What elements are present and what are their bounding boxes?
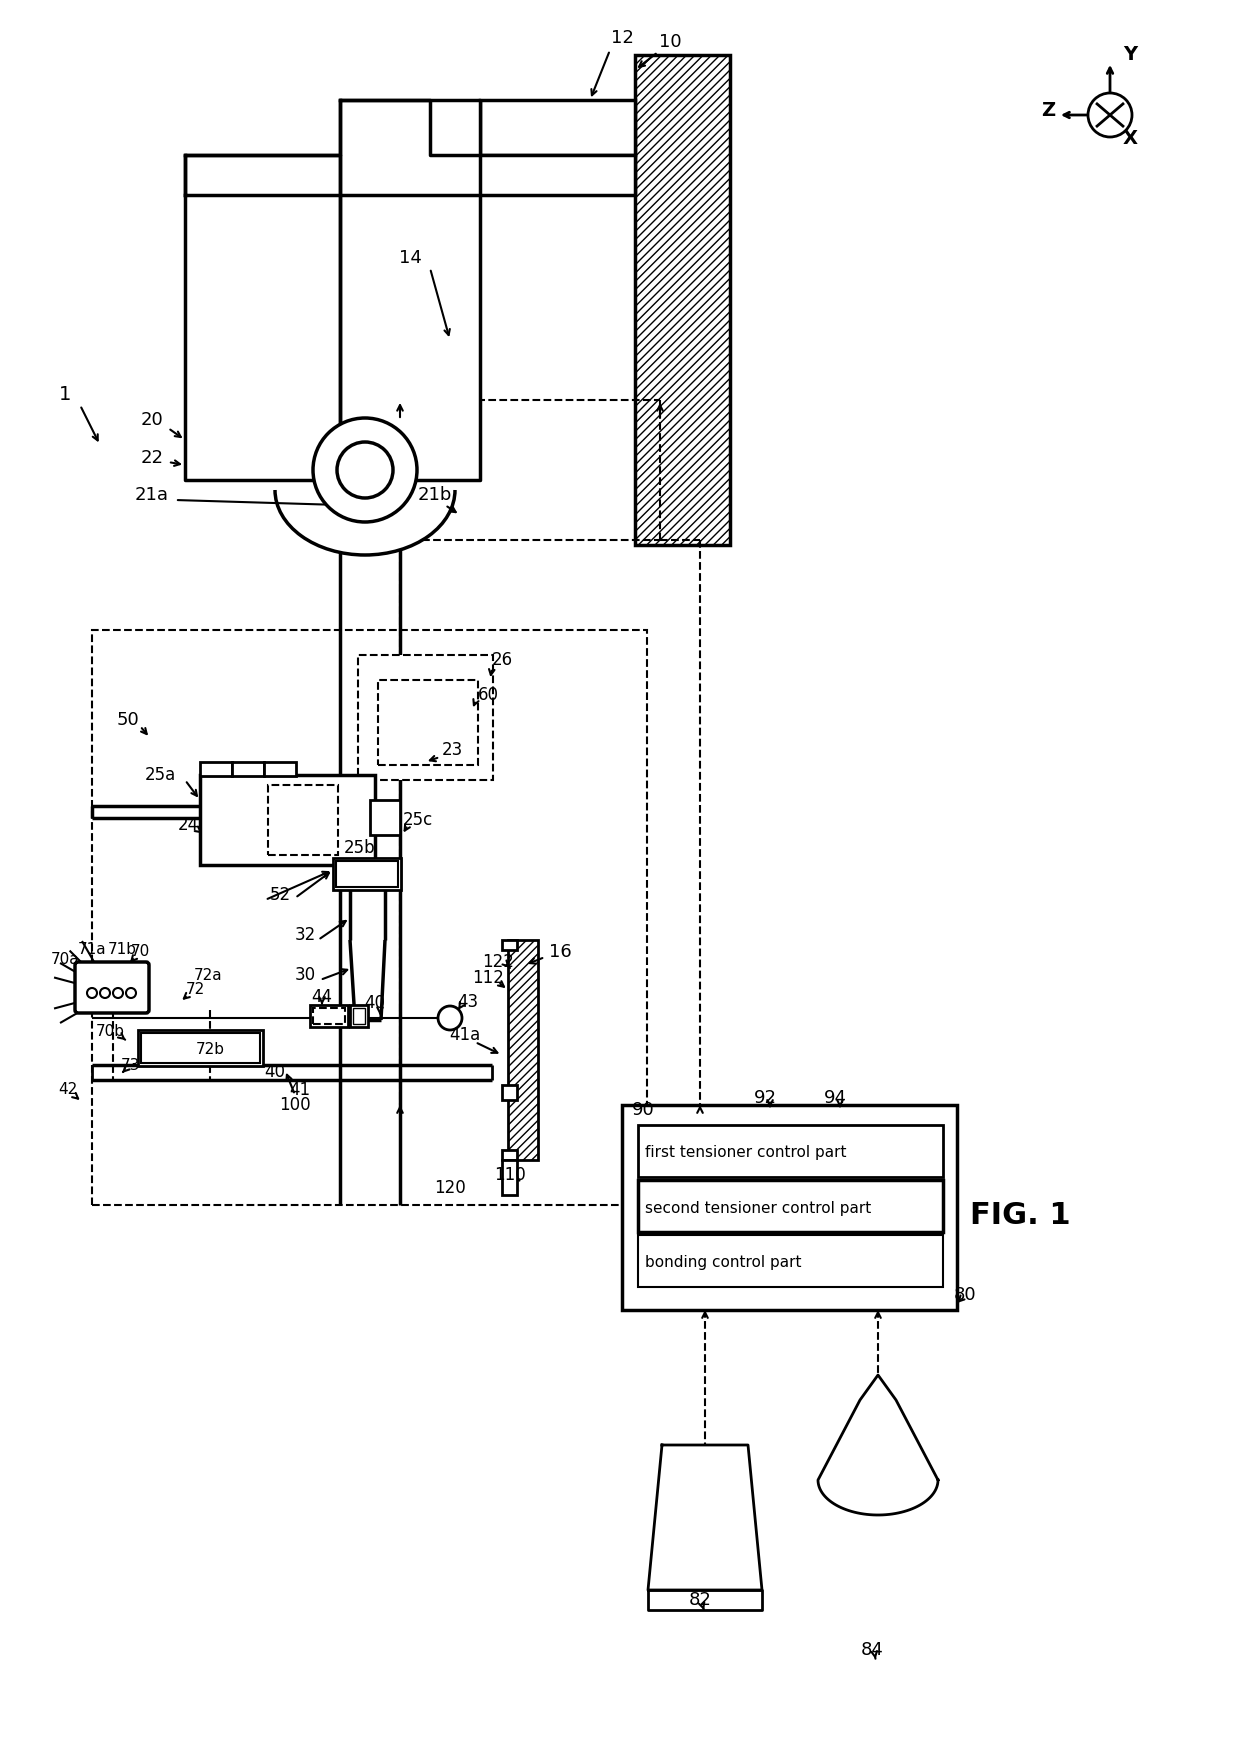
Circle shape	[438, 1007, 463, 1030]
Bar	[310, 1005, 348, 1028]
Text: 30: 30	[294, 967, 315, 984]
Text: 84: 84	[861, 1641, 883, 1659]
Text: 92: 92	[754, 1089, 776, 1106]
Text: 41: 41	[289, 1080, 310, 1099]
Bar	[200, 774, 374, 865]
Circle shape	[100, 988, 110, 998]
Text: 12: 12	[610, 30, 634, 47]
Bar	[268, 785, 339, 855]
Text: 25c: 25c	[403, 811, 433, 829]
Text: first tensioner control part: first tensioner control part	[645, 1145, 847, 1161]
Polygon shape	[185, 481, 539, 554]
Text: 41a: 41a	[449, 1026, 481, 1044]
Text: 112: 112	[472, 968, 503, 988]
Polygon shape	[818, 1481, 937, 1516]
Bar	[502, 1161, 517, 1196]
Text: 100: 100	[279, 1096, 311, 1113]
Text: 120: 120	[434, 1178, 466, 1197]
Bar	[622, 1105, 957, 1309]
Text: 21b: 21b	[418, 486, 453, 503]
Text: 42: 42	[58, 1082, 78, 1098]
Polygon shape	[185, 156, 340, 481]
Bar	[264, 762, 296, 776]
Text: 70: 70	[130, 944, 150, 960]
Bar	[639, 1180, 942, 1232]
Text: 73: 73	[120, 1058, 140, 1073]
Text: Z: Z	[1040, 100, 1055, 119]
Circle shape	[126, 988, 136, 998]
Bar	[232, 762, 264, 776]
Text: bonding control part: bonding control part	[645, 1255, 801, 1271]
Bar	[502, 1086, 517, 1099]
Text: 52: 52	[269, 886, 290, 904]
Text: 72: 72	[185, 982, 205, 998]
Bar	[138, 1030, 263, 1066]
Polygon shape	[818, 1376, 937, 1516]
Bar	[92, 629, 647, 1204]
Bar	[353, 1009, 365, 1024]
Text: second tensioner control part: second tensioner control part	[645, 1201, 872, 1215]
Bar	[334, 858, 401, 890]
Text: 44: 44	[311, 988, 332, 1007]
Text: 122: 122	[482, 953, 513, 970]
Text: 90: 90	[632, 1101, 655, 1119]
Text: 50: 50	[117, 711, 139, 729]
Text: 22: 22	[140, 449, 164, 467]
Text: 20: 20	[140, 411, 164, 428]
Text: 70b: 70b	[95, 1024, 124, 1040]
Bar	[141, 1033, 260, 1063]
Polygon shape	[340, 100, 480, 481]
Bar	[635, 54, 730, 545]
Text: 71b: 71b	[108, 942, 136, 958]
Text: 43: 43	[458, 993, 479, 1010]
Circle shape	[87, 988, 97, 998]
Text: 110: 110	[494, 1166, 526, 1183]
Bar	[350, 1005, 368, 1028]
Bar	[502, 940, 517, 949]
Bar	[370, 801, 401, 836]
Text: 70a: 70a	[51, 953, 79, 967]
Text: 60: 60	[477, 685, 498, 704]
Text: 40: 40	[264, 1063, 285, 1080]
Bar	[639, 1126, 942, 1176]
Polygon shape	[649, 1446, 763, 1591]
Circle shape	[1087, 93, 1132, 136]
Text: 25a: 25a	[144, 766, 176, 785]
Text: 94: 94	[823, 1089, 847, 1106]
Bar	[336, 862, 398, 886]
Circle shape	[312, 418, 417, 523]
Text: 40: 40	[365, 995, 386, 1012]
Bar	[358, 656, 494, 780]
Text: 23: 23	[441, 741, 463, 759]
Bar	[378, 680, 477, 766]
Text: 80: 80	[954, 1287, 976, 1304]
Text: 24: 24	[177, 816, 198, 834]
Text: 1: 1	[58, 386, 71, 404]
Text: 32: 32	[294, 926, 316, 944]
Text: 82: 82	[688, 1591, 712, 1608]
Circle shape	[113, 988, 123, 998]
Bar	[200, 762, 232, 776]
Text: 21a: 21a	[135, 486, 169, 503]
Text: 72a: 72a	[193, 967, 222, 982]
Bar	[508, 940, 538, 1161]
Text: 72b: 72b	[196, 1042, 224, 1058]
Text: 14: 14	[398, 248, 422, 267]
Bar	[480, 100, 635, 156]
Text: 25b: 25b	[345, 839, 376, 857]
FancyBboxPatch shape	[74, 961, 149, 1014]
Bar	[312, 1009, 345, 1024]
Text: 10: 10	[658, 33, 681, 51]
Text: FIG. 1: FIG. 1	[970, 1201, 1070, 1229]
Text: Y: Y	[1123, 45, 1137, 65]
Text: 71a: 71a	[78, 942, 107, 958]
Text: 16: 16	[548, 942, 572, 961]
Bar	[639, 1236, 942, 1287]
Circle shape	[337, 442, 393, 498]
Bar	[502, 1150, 517, 1161]
Polygon shape	[185, 100, 635, 196]
Text: X: X	[1122, 129, 1137, 147]
Text: 26: 26	[491, 650, 512, 669]
